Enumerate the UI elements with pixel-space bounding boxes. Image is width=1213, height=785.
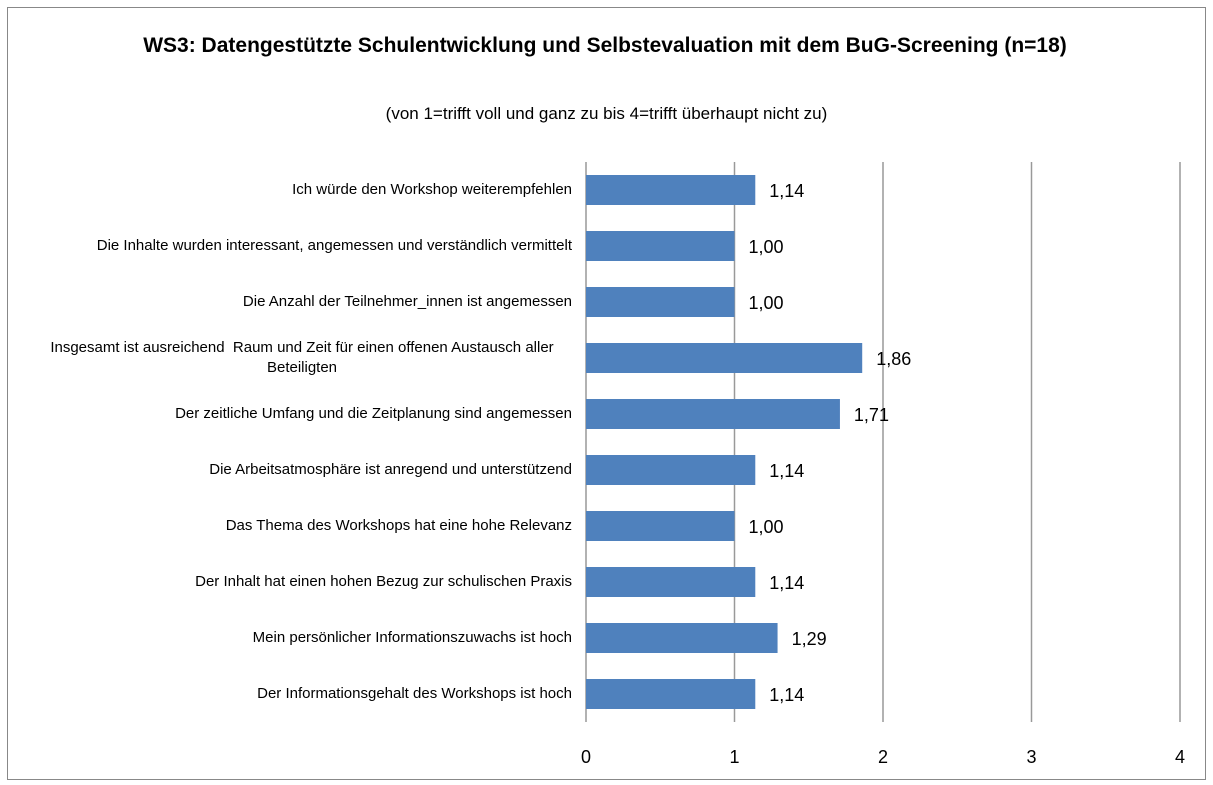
y-tick-label: Der Inhalt hat einen hohen Bezug zur sch… [195, 573, 572, 590]
category-label-box: Ich würde den Workshop weiterempfehlen [20, 162, 572, 218]
y-tick-label: Die Arbeitsatmosphäre ist anregend und u… [209, 461, 572, 478]
y-tick-label: Mein persönlicher Informationszuwachs is… [252, 629, 572, 646]
bar [586, 175, 756, 205]
value-label: 1,00 [749, 517, 784, 537]
y-tick-label: Der Informationsgehalt des Workshops ist… [257, 685, 572, 702]
x-tick-label: 4 [1175, 747, 1185, 767]
category-label-box: Das Thema des Workshops hat eine hohe Re… [20, 498, 572, 554]
value-label: 1,14 [769, 181, 804, 201]
value-label: 1,14 [769, 573, 804, 593]
bar [586, 287, 735, 317]
y-tick-label: Insgesamt ist ausreichend Raum und Zeit … [50, 339, 558, 376]
category-label-box: Insgesamt ist ausreichend Raum und Zeit … [20, 330, 572, 386]
bar [586, 399, 840, 429]
category-label-box: Mein persönlicher Informationszuwachs is… [20, 610, 572, 666]
category-label-box: Der Informationsgehalt des Workshops ist… [20, 666, 572, 722]
bar [586, 567, 756, 597]
value-label: 1,29 [792, 629, 827, 649]
bar [586, 231, 735, 261]
y-tick-label: Die Anzahl der Teilnehmer_innen ist ange… [242, 293, 572, 310]
value-label: 1,86 [876, 349, 911, 369]
bar [586, 511, 735, 541]
value-label: 1,14 [769, 685, 804, 705]
category-label-box: Die Arbeitsatmosphäre ist anregend und u… [20, 442, 572, 498]
x-tick-label: 0 [581, 747, 591, 767]
category-label-box: Die Anzahl der Teilnehmer_innen ist ange… [20, 274, 572, 330]
value-label: 1,71 [854, 405, 889, 425]
y-tick-label: Der zeitliche Umfang und die Zeitplanung… [175, 405, 572, 422]
y-tick-label: Die Inhalte wurden interessant, angemess… [96, 237, 572, 254]
bar [586, 679, 756, 709]
value-label: 1,00 [749, 237, 784, 257]
value-label: 1,00 [749, 293, 784, 313]
bar [586, 623, 778, 653]
bar [586, 455, 756, 485]
chart-subtitle: (von 1=trifft voll und ganz zu bis 4=tri… [385, 104, 828, 123]
bar [586, 343, 863, 373]
y-tick-label: Ich würde den Workshop weiterempfehlen [292, 181, 572, 198]
chart-title: WS3: Datengestützte Schulentwicklung und… [143, 34, 1067, 57]
category-label-box: Der Inhalt hat einen hohen Bezug zur sch… [20, 554, 572, 610]
x-tick-label: 2 [878, 747, 888, 767]
value-label: 1,14 [769, 461, 804, 481]
y-tick-label: Das Thema des Workshops hat eine hohe Re… [225, 517, 572, 534]
category-label-box: Der zeitliche Umfang und die Zeitplanung… [20, 386, 572, 442]
category-label-box: Die Inhalte wurden interessant, angemess… [20, 218, 572, 274]
x-tick-label: 1 [729, 747, 739, 767]
x-tick-label: 3 [1026, 747, 1036, 767]
